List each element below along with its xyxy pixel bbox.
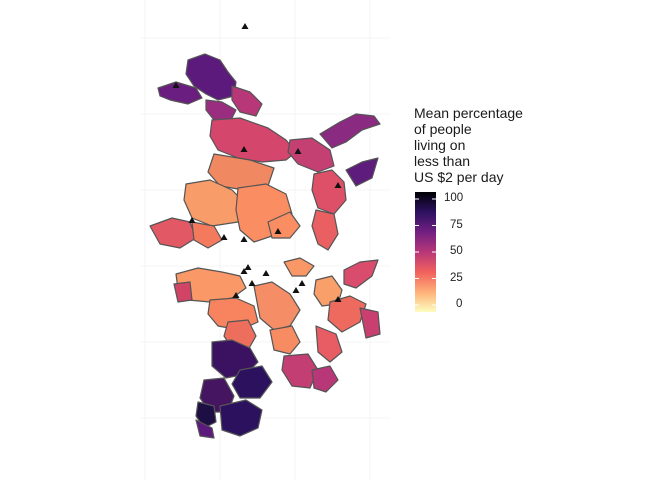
- region-south-6: [195, 419, 215, 439]
- marker-triangle: [172, 82, 180, 88]
- legend-tick-label: 25: [450, 271, 463, 284]
- region-cs-2: [173, 281, 193, 303]
- marker-triangle: [294, 148, 302, 154]
- marker-triangle: [334, 182, 342, 188]
- legend-tick-label: 0: [456, 298, 463, 310]
- legend-title-line: less than: [414, 153, 471, 169]
- region-es-3: [327, 295, 367, 333]
- region-es-6: [281, 353, 319, 389]
- region-ne-5: [311, 209, 339, 251]
- marker-triangle: [240, 268, 248, 274]
- region-es-7: [311, 365, 339, 393]
- legend-tick-label: 75: [450, 218, 463, 231]
- region-south-2: [231, 365, 273, 399]
- legend-title: Mean percentage of people living on less…: [414, 105, 523, 185]
- region-cs-5: [283, 257, 315, 277]
- marker-triangle: [240, 236, 248, 242]
- region-south-5: [195, 401, 217, 429]
- legend-colorbar: [415, 192, 436, 312]
- marker-triangle: [262, 270, 270, 276]
- region-es-5: [315, 325, 343, 363]
- region-ne-3: [345, 157, 379, 187]
- marker-triangle: [248, 280, 256, 286]
- region-ne-2: [287, 137, 335, 173]
- region-center-6: [191, 221, 223, 249]
- region-ne-4: [311, 169, 347, 215]
- legend-title-line: Mean percentage: [414, 105, 523, 121]
- marker-triangle: [292, 287, 300, 293]
- marker-triangle: [240, 146, 248, 152]
- markers: [172, 23, 342, 302]
- region-north-2: [157, 81, 203, 105]
- marker-triangle: [241, 23, 249, 29]
- region-es-2: [343, 259, 379, 289]
- marker-triangle: [274, 228, 282, 234]
- region-es-4: [359, 307, 381, 339]
- region-north-4: [231, 85, 263, 117]
- legend-title-line: US $2 per day: [414, 169, 504, 185]
- regions: [149, 53, 381, 439]
- marker-triangle: [232, 292, 240, 298]
- region-south-4: [219, 399, 263, 437]
- region-ne-1: [319, 113, 381, 149]
- marker-triangle: [298, 280, 306, 286]
- legend-title-line: of people: [414, 121, 472, 137]
- legend-tick-marks: [415, 198, 436, 306]
- region-cs-7: [269, 325, 301, 355]
- marker-triangle: [244, 264, 252, 270]
- marker-triangle: [334, 296, 342, 302]
- marker-triangle: [188, 217, 196, 223]
- legend-title-line: living on: [414, 137, 466, 153]
- region-cs-4: [253, 281, 301, 331]
- legend-tick-label: 100: [444, 192, 464, 204]
- marker-triangle: [220, 234, 228, 240]
- legend-tick-label: 50: [450, 245, 463, 257]
- region-center-1: [209, 117, 297, 163]
